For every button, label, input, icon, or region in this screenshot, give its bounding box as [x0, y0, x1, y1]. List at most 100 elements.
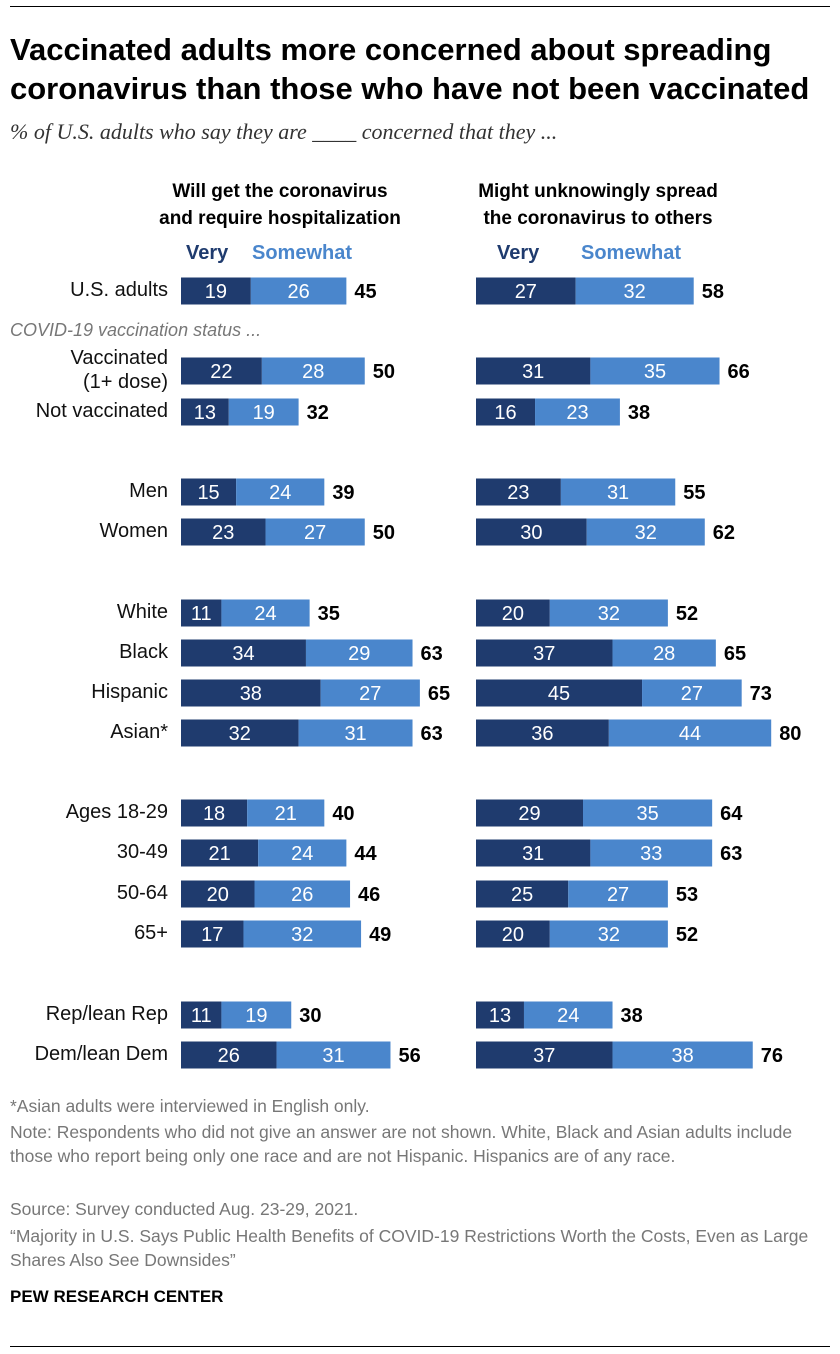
row-label-white: White — [117, 600, 168, 624]
data-label-somewhat: 26 — [291, 884, 313, 906]
data-label-total: 80 — [779, 723, 801, 745]
data-label-somewhat: 19 — [253, 402, 275, 424]
data-label-total: 65 — [724, 643, 746, 665]
data-label-somewhat: 28 — [653, 643, 675, 665]
bar-somewhat-spread-white — [549, 599, 668, 627]
data-label-very: 30 — [520, 522, 542, 544]
row-label-asian: Asian* — [110, 720, 168, 744]
bar-very-hosp-65 — [181, 920, 244, 948]
data-label-very: 37 — [533, 643, 555, 665]
data-label-very: 23 — [212, 522, 234, 544]
data-label-somewhat: 28 — [302, 361, 324, 383]
data-label-somewhat: 27 — [359, 683, 381, 705]
bar-somewhat-hosp-women — [265, 518, 365, 546]
row-label-line: Rep/lean Rep — [45, 1003, 168, 1025]
row-label-line: 50-64 — [116, 882, 168, 904]
bar-very-spread-men — [476, 478, 561, 506]
data-label-very: 31 — [522, 361, 544, 383]
bar-very-spread-dem-lean-dem — [476, 1041, 613, 1069]
bar-very-spread-vaccinated-1-dose — [476, 357, 591, 385]
row-label-black: Black — [119, 640, 168, 664]
bar-very-hosp-vaccinated-1-dose — [181, 357, 262, 385]
data-label-very: 20 — [207, 884, 229, 906]
data-label-total: 63 — [421, 643, 443, 665]
bar-very-spread-30-49 — [476, 839, 591, 867]
data-label-total: 44 — [354, 843, 377, 865]
data-label-total: 50 — [373, 522, 395, 544]
data-label-somewhat: 35 — [644, 361, 666, 383]
row-label-not-vaccinated: Not vaccinated — [36, 399, 168, 423]
data-label-somewhat: 35 — [636, 803, 658, 825]
row-label-dem-lean-dem: Dem/lean Dem — [35, 1042, 168, 1066]
row-label-line: Men — [129, 480, 168, 502]
row-label-ages-18-29: Ages 18-29 — [66, 800, 168, 824]
data-label-somewhat: 32 — [291, 924, 313, 946]
bar-somewhat-spread-dem-lean-dem — [612, 1041, 753, 1069]
data-label-somewhat: 24 — [291, 843, 313, 865]
data-label-somewhat: 23 — [566, 402, 588, 424]
data-label-somewhat: 27 — [607, 884, 629, 906]
data-label-somewhat: 26 — [287, 281, 309, 303]
bar-somewhat-spread-u-s-adults — [575, 277, 694, 305]
data-label-very: 21 — [208, 843, 230, 865]
bar-somewhat-hosp-not-vaccinated — [228, 398, 299, 426]
row-label-line: (1+ dose) — [82, 371, 168, 393]
chart-title: Vaccinated adults more concerned about s… — [10, 32, 810, 106]
bar-very-spread-not-vaccinated — [476, 398, 536, 426]
bar-very-hosp-rep-lean-rep — [181, 1001, 222, 1029]
bar-very-spread-rep-lean-rep — [476, 1001, 524, 1029]
bar-somewhat-spread-men — [560, 478, 676, 506]
data-label-somewhat: 31 — [607, 482, 629, 504]
row-label-line: Women — [99, 520, 168, 542]
bar-somewhat-spread-black — [612, 639, 716, 667]
data-label-very: 38 — [240, 683, 262, 705]
data-label-somewhat: 24 — [254, 603, 276, 625]
data-label-somewhat: 44 — [679, 723, 701, 745]
panel-title-line: and require hospitalization — [159, 208, 401, 229]
bar-very-hosp-hispanic — [181, 679, 321, 707]
data-label-very: 25 — [511, 884, 533, 906]
bar-very-spread-asian — [476, 719, 609, 747]
panel-title-spread: Might unknowingly spread the coronavirus… — [448, 178, 748, 232]
data-label-total: 63 — [720, 843, 742, 865]
data-label-total: 64 — [720, 803, 743, 825]
panel-title-line: the coronavirus to others — [483, 208, 713, 229]
data-label-total: 38 — [628, 402, 650, 424]
bar-somewhat-hosp-men — [236, 478, 325, 506]
data-label-total: 38 — [621, 1005, 643, 1027]
row-label-u-s-adults: U.S. adults — [70, 278, 168, 302]
row-label-line: Vaccinated — [70, 347, 168, 369]
data-label-very: 36 — [531, 723, 553, 745]
row-label-hispanic: Hispanic — [91, 680, 168, 704]
footer-source: Source: Survey conducted Aug. 23-29, 202… — [10, 1199, 359, 1219]
row-label-line: White — [116, 601, 168, 623]
data-label-somewhat: 19 — [245, 1005, 267, 1027]
data-label-very: 16 — [494, 402, 516, 424]
bar-somewhat-hosp-hispanic — [320, 679, 420, 707]
data-label-very: 27 — [515, 281, 537, 303]
data-label-very: 11 — [191, 1005, 212, 1027]
bar-somewhat-hosp-30-49 — [258, 839, 347, 867]
data-label-very: 45 — [548, 683, 570, 705]
legend-somewhat: Somewhat — [252, 242, 353, 264]
data-label-total: 35 — [318, 603, 340, 625]
bar-very-hosp-u-s-adults — [181, 277, 251, 305]
bar-very-hosp-dem-lean-dem — [181, 1041, 277, 1069]
row-label-vaccinated-1-dose: Vaccinated (1+ dose) — [71, 346, 168, 394]
bar-very-hosp-black — [181, 639, 306, 667]
legend-very: Very — [186, 242, 229, 264]
bar-somewhat-spread-women — [586, 518, 705, 546]
row-label-men: Men — [129, 479, 168, 503]
bar-somewhat-spread-vaccinated-1-dose — [590, 357, 720, 385]
data-label-very: 22 — [210, 361, 232, 383]
row-label-30-49: 30-49 — [117, 840, 168, 864]
data-label-somewhat: 32 — [598, 603, 620, 625]
data-label-somewhat: 38 — [672, 1045, 694, 1067]
bar-very-spread-hispanic — [476, 679, 643, 707]
bar-somewhat-hosp-rep-lean-rep — [221, 1001, 292, 1029]
data-label-total: 50 — [373, 361, 395, 383]
data-label-very: 13 — [194, 402, 216, 424]
data-label-somewhat: 27 — [681, 683, 703, 705]
row-label-line: 65+ — [134, 922, 168, 944]
bar-very-hosp-not-vaccinated — [181, 398, 229, 426]
